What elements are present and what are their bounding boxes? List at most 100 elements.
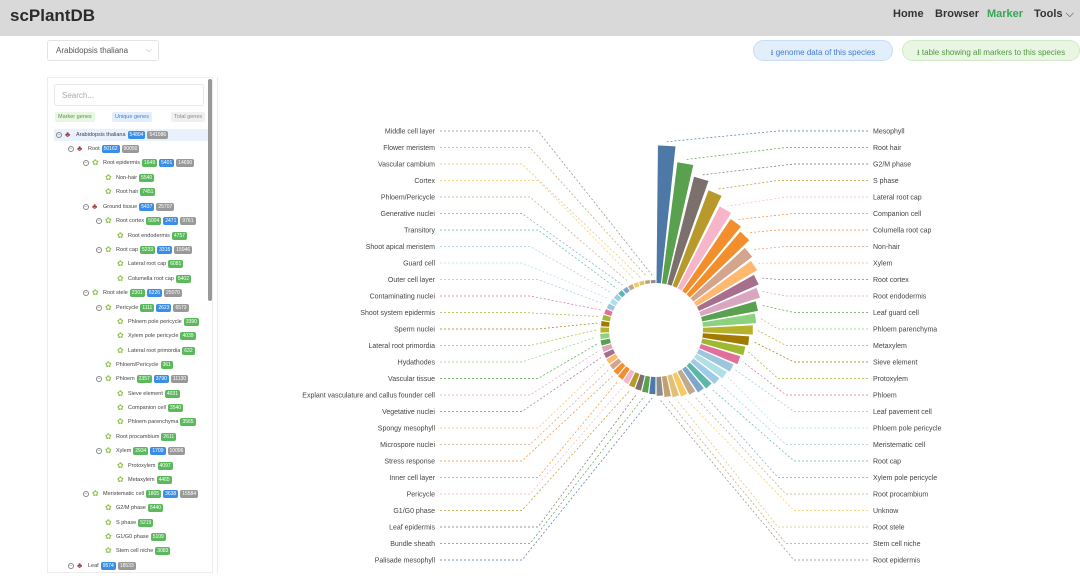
chevron-down-icon: ⌵ xyxy=(1066,8,1074,20)
chart-bar[interactable] xyxy=(656,377,662,396)
category-label: Vascular cambium xyxy=(378,162,435,169)
tree-node-label: Stem cell niche xyxy=(116,548,153,554)
chart-bar[interactable] xyxy=(600,333,610,339)
chart-bar[interactable] xyxy=(649,377,655,394)
legend-unique-genes: Unique genes xyxy=(112,112,152,122)
chart-bar[interactable] xyxy=(639,281,645,286)
gene-count-badge: 6081 xyxy=(168,260,183,268)
leader-line xyxy=(440,131,653,276)
nav-marker[interactable]: Marker xyxy=(987,8,1023,20)
cell-icon: ✿ xyxy=(105,188,113,196)
chart-bar[interactable] xyxy=(645,280,650,284)
tree-node-label: Phloem xyxy=(116,376,135,382)
collapse-toggle-icon[interactable]: − xyxy=(83,491,89,497)
tree-scrollbar[interactable] xyxy=(208,79,212,301)
category-label: Vascular tissue xyxy=(388,376,435,383)
chart-bar[interactable] xyxy=(628,284,634,290)
all-markers-table-button[interactable]: ⭳ table showing all markers to this spec… xyxy=(902,40,1080,61)
chart-bar[interactable] xyxy=(601,321,610,327)
species-select[interactable]: Arabidopsis thaliana ⌵ xyxy=(47,40,159,61)
collapse-toggle-icon[interactable]: − xyxy=(83,290,89,296)
nav-tools[interactable]: Tools ⌵ xyxy=(1034,8,1074,21)
collapse-toggle-icon[interactable]: − xyxy=(96,218,102,224)
collapse-toggle-icon[interactable]: − xyxy=(68,563,74,569)
category-label: Xylem pole pericycle xyxy=(873,475,937,482)
collapse-toggle-icon[interactable]: − xyxy=(96,448,102,454)
gene-count-badge: 2357 xyxy=(137,375,152,383)
tree-search-input[interactable]: Search... xyxy=(54,84,204,106)
chart-bar[interactable] xyxy=(600,327,609,332)
leader-line xyxy=(440,214,622,285)
chevron-down-icon: ⌵ xyxy=(146,45,152,55)
chart-bar[interactable] xyxy=(633,282,639,288)
genome-data-button[interactable]: ⭳ genome data of this species xyxy=(753,40,893,61)
gene-count-badge: 5401 xyxy=(159,159,174,167)
site-logo[interactable]: scPlantDB xyxy=(10,6,95,26)
gene-count-badge: 14690 xyxy=(176,159,194,167)
cell-icon: ✿ xyxy=(105,447,113,455)
cell-icon: ✿ xyxy=(117,418,125,426)
gene-count-badge: 2623 xyxy=(156,304,171,312)
chart-bar[interactable] xyxy=(602,315,611,322)
nav-home[interactable]: Home xyxy=(893,8,924,20)
leader-line xyxy=(440,263,608,298)
leader-line xyxy=(440,390,630,510)
category-label: Transitory xyxy=(404,228,435,235)
collapse-toggle-icon[interactable]: − xyxy=(83,204,89,210)
collapse-toggle-icon[interactable]: − xyxy=(96,376,102,382)
gene-count-badge: 15946 xyxy=(174,246,192,254)
leader-line xyxy=(752,247,868,250)
collapse-toggle-icon[interactable]: − xyxy=(96,305,102,311)
tree-node-label: Lateral root primordia xyxy=(128,348,180,354)
gene-count-badge: 3638 xyxy=(163,490,178,498)
category-label: Explant vasculature and callus founder c… xyxy=(302,393,435,400)
collapse-toggle-icon[interactable]: − xyxy=(56,132,62,138)
gene-count-badge: 18533 xyxy=(118,562,136,570)
gene-count-badge: 10096 xyxy=(168,447,186,455)
chart-bar[interactable] xyxy=(703,325,753,334)
leader-line xyxy=(728,377,868,428)
nav-browser[interactable]: Browser xyxy=(935,8,979,20)
category-label: Unknow xyxy=(873,508,899,515)
cell-icon: ✿ xyxy=(105,246,113,254)
gene-count-badge: 2934 xyxy=(133,447,148,455)
collapse-toggle-icon[interactable]: − xyxy=(83,160,89,166)
category-label: Leaf pavement cell xyxy=(873,409,932,416)
chart-bar[interactable] xyxy=(651,280,656,283)
collapse-toggle-icon[interactable]: − xyxy=(96,247,102,253)
collapse-toggle-icon[interactable]: − xyxy=(68,146,74,152)
leader-line xyxy=(694,397,868,494)
tree-node-label: Companion cell xyxy=(128,405,166,411)
